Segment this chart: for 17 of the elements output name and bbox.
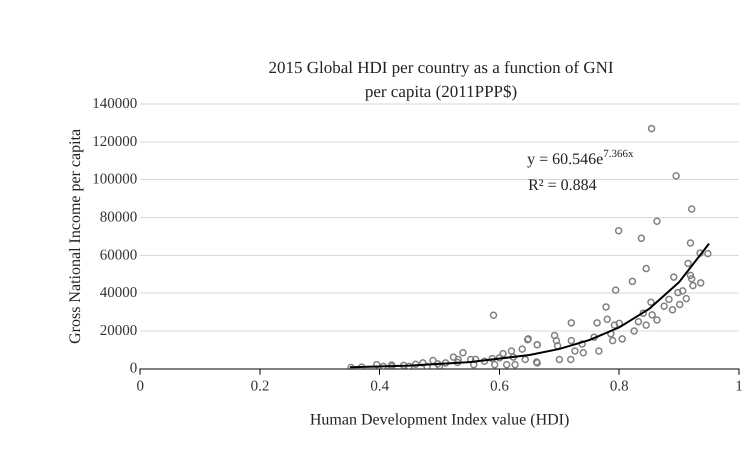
x-tick-label: 0.6 bbox=[490, 378, 510, 395]
y-axis-title: Gross National Income per capita bbox=[66, 128, 84, 344]
y-tick-label: 0 bbox=[130, 360, 138, 377]
x-axis-title: Human Development Index value (HDI) bbox=[310, 412, 570, 429]
y-tick-label: 120000 bbox=[92, 134, 138, 150]
x-tick-label: 0.2 bbox=[250, 378, 270, 395]
x-tick-label: 0.4 bbox=[370, 378, 390, 395]
y-tick-label: 20000 bbox=[100, 322, 138, 339]
chart-title: 2015 Global HDI per country as a function of GNI per capita (2011PPP$) bbox=[267, 57, 615, 103]
y-tick-label: 140000 bbox=[92, 96, 138, 112]
y-tick-label: 100000 bbox=[92, 172, 138, 188]
y-tick-label: 80000 bbox=[100, 209, 138, 226]
annotation: R² = 0.884 bbox=[528, 177, 597, 194]
x-tick-label: 0.8 bbox=[610, 378, 629, 395]
x-tick-label: 1 bbox=[735, 378, 743, 395]
y-tick-label: 40000 bbox=[100, 285, 138, 302]
y-tick-label: 60000 bbox=[100, 247, 138, 264]
